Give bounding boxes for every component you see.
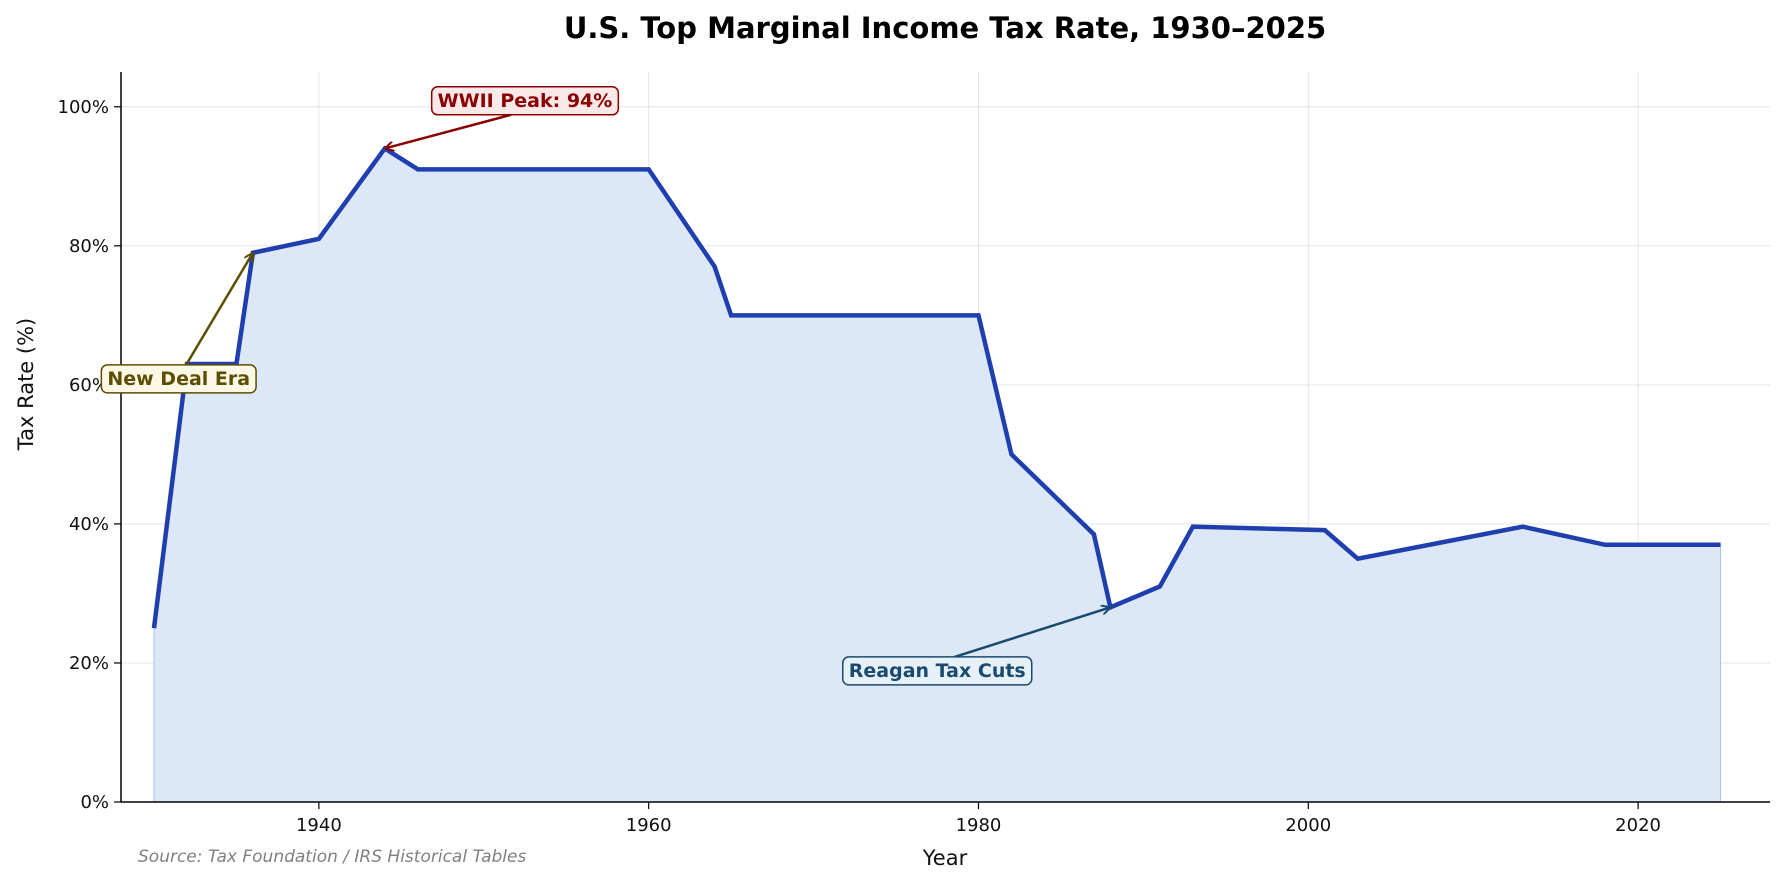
annotation-label: New Deal Era <box>107 368 250 390</box>
x-tick-label: 1960 <box>626 815 672 836</box>
annotation: WWII Peak: 94% <box>385 86 620 149</box>
annotation-label: WWII Peak: 94% <box>438 90 613 112</box>
x-axis-label: Year <box>922 846 968 870</box>
annotation-box <box>100 364 257 394</box>
y-tick-label: 100% <box>58 97 109 118</box>
x-tick-label: 1940 <box>296 815 342 836</box>
annotation: New Deal Era <box>100 253 257 394</box>
annotation-arrow <box>385 113 512 149</box>
annotation-arrow <box>185 253 254 366</box>
series-line <box>151 145 1721 629</box>
chart-title: U.S. Top Marginal Income Tax Rate, 1930–… <box>564 11 1326 45</box>
y-tick-label: 20% <box>69 653 109 674</box>
y-tick-label: 40% <box>69 514 109 535</box>
source-note: Source: Tax Foundation / IRS Historical … <box>138 847 526 867</box>
y-tick-label: 0% <box>80 792 109 813</box>
y-tick-label: 60% <box>69 375 109 396</box>
annotation-box <box>430 86 620 116</box>
annotation-label: Reagan Tax Cuts <box>849 660 1026 682</box>
annotation-box <box>842 656 1033 686</box>
annotation-arrow <box>954 607 1111 659</box>
x-tick-label: 2020 <box>1615 815 1661 836</box>
y-tick-label: 80% <box>69 236 109 257</box>
area-fill <box>153 147 1722 803</box>
y-axis-label: Tax Rate (%) <box>14 318 38 452</box>
x-tick-label: 2000 <box>1285 815 1331 836</box>
annotation: Reagan Tax Cuts <box>842 607 1111 686</box>
x-tick-label: 1980 <box>956 815 1002 836</box>
